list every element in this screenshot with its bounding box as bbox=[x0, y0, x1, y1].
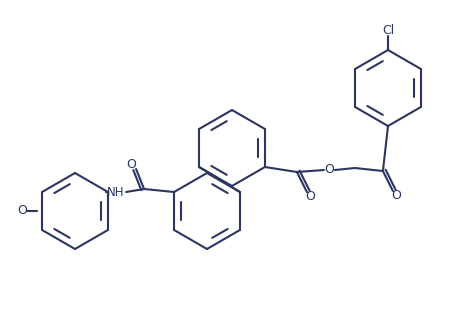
Text: O: O bbox=[391, 188, 401, 202]
Text: O: O bbox=[324, 163, 334, 175]
Text: NH: NH bbox=[107, 185, 125, 198]
Text: O: O bbox=[126, 159, 136, 171]
Text: O: O bbox=[17, 203, 27, 216]
Text: Cl: Cl bbox=[382, 24, 394, 36]
Text: O: O bbox=[305, 189, 315, 202]
